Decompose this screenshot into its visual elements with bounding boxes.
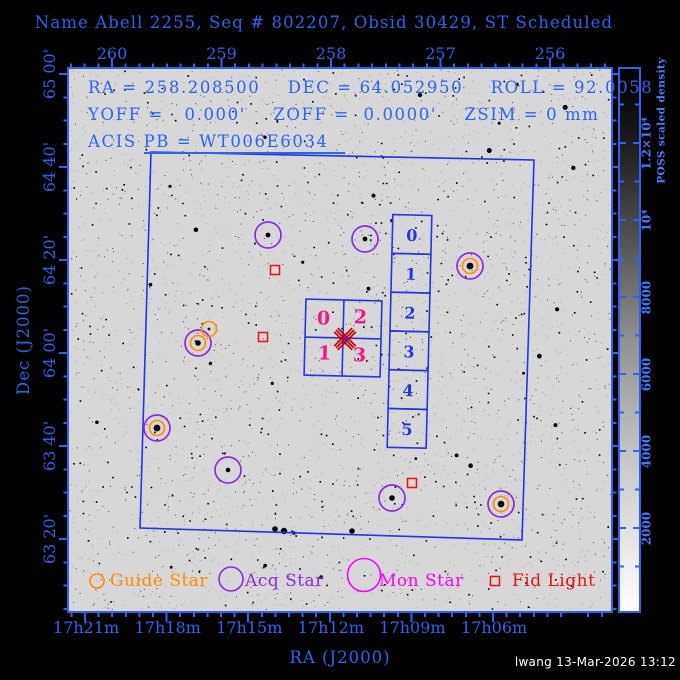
ra-tick-label: 259 bbox=[206, 44, 237, 63]
legend-guide-star-marker bbox=[89, 573, 105, 589]
ra-tick-label: 258 bbox=[315, 44, 347, 63]
colorbar-tick-label: 10⁴ bbox=[639, 209, 654, 231]
acis-i-chip-label: 2 bbox=[354, 306, 368, 328]
acis-pb-field: PB = WT006E6034 bbox=[143, 132, 345, 154]
acis-s-array: 0 1 2 3 4 5 bbox=[386, 213, 433, 450]
ra-tick-label: 257 bbox=[425, 44, 456, 63]
colorbar-title: POSS scaled density bbox=[655, 57, 668, 184]
dec-tick-label: 64 00' bbox=[40, 327, 59, 379]
star-markers bbox=[143, 221, 515, 518]
acis-s-chip-label: 2 bbox=[404, 303, 416, 322]
legend-mon-star-marker bbox=[346, 557, 382, 593]
time-tick-label: 17h18m bbox=[134, 618, 201, 637]
fid-light-square bbox=[269, 264, 281, 276]
aimpoint-marker bbox=[333, 327, 357, 351]
time-tick-label: 17h21m bbox=[53, 618, 120, 637]
acis-i-chip-label: 0 bbox=[317, 307, 331, 329]
header-ra-dec-roll: RA = 258.208500 DEC = 64.052950 ROLL = 9… bbox=[88, 78, 654, 97]
legend-mon-star-label: Mon Star bbox=[379, 571, 464, 591]
ra-tick-label: 260 bbox=[96, 44, 128, 63]
acis-s-chip-label: 3 bbox=[403, 342, 415, 361]
colorbar-frame bbox=[618, 67, 641, 613]
axis-ticks bbox=[59, 59, 620, 622]
legend-fid-light-label: Fid Light bbox=[512, 571, 596, 591]
legend-fid-light-marker bbox=[489, 575, 501, 587]
legend-acq-star-label: Acq Star bbox=[245, 571, 324, 591]
time-tick-label: 17h09m bbox=[379, 618, 446, 637]
acq-star-circle bbox=[184, 329, 212, 357]
dec-tick-label: 64 20' bbox=[40, 234, 59, 286]
x-axis-title: RA (J2000) bbox=[289, 648, 391, 667]
colorbar-tick-label: 2000 bbox=[639, 511, 654, 545]
acq-star-circle bbox=[143, 414, 171, 442]
acis-i-chip-label: 3 bbox=[353, 344, 367, 366]
acq-star-circle bbox=[351, 225, 379, 253]
legend bbox=[89, 557, 501, 593]
acq-star-circle bbox=[487, 490, 515, 518]
outer-fov-outline bbox=[139, 151, 535, 541]
fid-light-square bbox=[257, 331, 269, 343]
dec-tick-label: 64 40' bbox=[40, 141, 59, 193]
acq-star-circle bbox=[456, 252, 484, 280]
guide-star-circle bbox=[148, 419, 166, 437]
time-tick-label: 17h06m bbox=[461, 618, 528, 637]
acis-s-chip-label: 1 bbox=[405, 265, 417, 284]
plot-frame bbox=[67, 67, 613, 613]
acis-s-chip-label: 0 bbox=[406, 226, 418, 245]
acis-prefix: ACIS bbox=[88, 132, 144, 151]
colorbar-tick-label: 8000 bbox=[639, 280, 654, 314]
user-timestamp: lwang 13-Mar-2026 13:12 bbox=[514, 655, 676, 669]
y-axis-title: Dec (J2000) bbox=[14, 285, 33, 395]
guide-star-circle bbox=[200, 320, 218, 338]
acis-s-chip-label: 4 bbox=[402, 381, 414, 400]
colorbar-tick-label: 1.2×10⁴ bbox=[639, 116, 654, 170]
legend-guide-star-label: Guide Star bbox=[110, 571, 209, 591]
guide-star-circle bbox=[492, 495, 510, 513]
time-tick-label: 17h12m bbox=[297, 618, 364, 637]
acq-star-circle bbox=[214, 456, 242, 484]
dec-tick-label: 63 40' bbox=[40, 420, 59, 472]
fid-light-square bbox=[406, 477, 418, 489]
header-offsets: YOFF = 0.000' ZOFF = 0.0000' ZSIM = 0 mm bbox=[88, 105, 600, 124]
guide-star-circle bbox=[189, 334, 207, 352]
guide-star-circle bbox=[461, 257, 479, 275]
header-acis-pb: ACIS PB = WT006E6034 bbox=[88, 132, 345, 154]
acis-i-chip-label: 1 bbox=[318, 342, 332, 364]
dec-tick-label: 65 00' bbox=[40, 48, 59, 100]
legend-acq-star-marker bbox=[218, 566, 244, 592]
colorbar-ticks bbox=[619, 103, 640, 568]
colorbar-tick-label: 6000 bbox=[639, 357, 654, 391]
acis-s-chip-label: 5 bbox=[401, 420, 413, 439]
time-tick-label: 17h15m bbox=[216, 618, 283, 637]
colorbar-gradient bbox=[619, 68, 640, 612]
acq-star-circle bbox=[378, 484, 406, 512]
acq-star-circle bbox=[254, 221, 282, 249]
dec-tick-label: 63 20' bbox=[40, 513, 59, 565]
observation-title: Name Abell 2255, Seq # 802207, Obsid 304… bbox=[34, 13, 614, 32]
colorbar-tick-label: 4000 bbox=[639, 434, 654, 468]
ra-tick-label: 256 bbox=[534, 44, 566, 63]
